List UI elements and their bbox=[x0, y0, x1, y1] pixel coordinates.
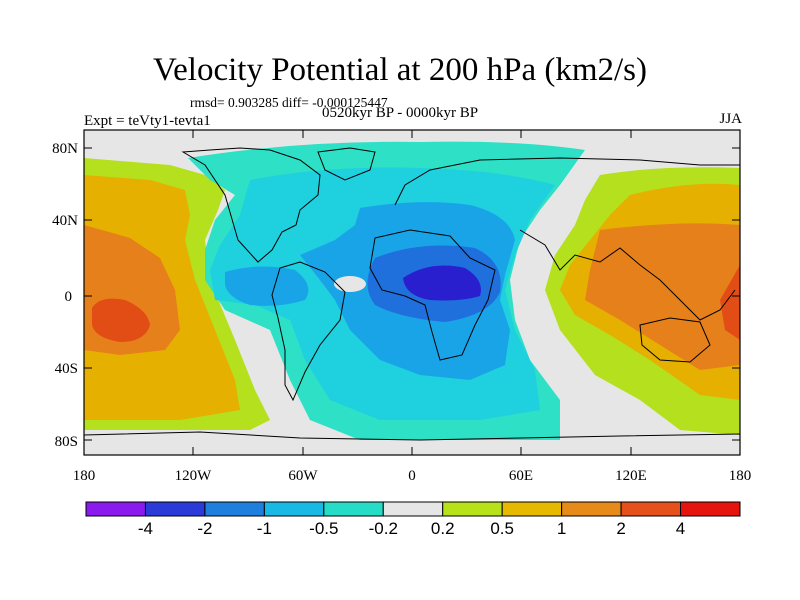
colorbar-label: -0.5 bbox=[309, 519, 339, 538]
coast-eurasia bbox=[394, 157, 740, 321]
colorbar-label: 4 bbox=[675, 519, 686, 538]
colorbar-box bbox=[382, 501, 444, 517]
colorbar-label: 2 bbox=[616, 519, 626, 538]
contour-neg4 bbox=[403, 265, 481, 301]
colorbar-label: -1 bbox=[256, 519, 272, 538]
contour-pos2-east bbox=[720, 265, 740, 340]
colorbar-label: -2 bbox=[197, 519, 213, 538]
lat-label: 40N bbox=[52, 213, 78, 229]
coast-north-america bbox=[181, 147, 321, 263]
field-layer bbox=[84, 130, 740, 455]
lon-label: 180 bbox=[73, 468, 96, 484]
period-label: 0520kyr BP - 0000kyr BP bbox=[322, 105, 479, 121]
colorbar-label: -0.2 bbox=[368, 519, 398, 538]
contour-neg1-atlantic bbox=[225, 266, 309, 306]
colorbar-box bbox=[323, 501, 384, 517]
colorbar-label: -4 bbox=[137, 519, 154, 538]
coast-greenland bbox=[317, 147, 376, 181]
lat-axis: 80N 40N 0 40S 80S bbox=[52, 141, 78, 450]
experiment-label: Expt = teVty1-tevta1 bbox=[84, 113, 211, 129]
colorbar-label: 0.5 bbox=[490, 519, 514, 538]
lon-label: 60W bbox=[288, 468, 318, 484]
lon-label: 120W bbox=[175, 468, 213, 484]
lon-label: 180 bbox=[729, 468, 752, 484]
colorbar-label: 0.2 bbox=[430, 519, 455, 538]
coast-africa bbox=[369, 229, 496, 361]
coast-australia bbox=[639, 317, 711, 363]
colorbar-box bbox=[561, 501, 622, 517]
colorbar-box bbox=[204, 501, 265, 517]
colorbar-box bbox=[620, 501, 682, 517]
lat-label: 80N bbox=[52, 141, 78, 157]
lon-label: 120E bbox=[615, 468, 647, 484]
colorbar-box bbox=[85, 501, 146, 517]
colorbar-box bbox=[501, 501, 563, 517]
colorbar-box bbox=[144, 501, 206, 517]
lat-label: 80S bbox=[55, 434, 78, 450]
coastlines bbox=[84, 147, 740, 441]
colorbar-box bbox=[442, 501, 503, 517]
lat-label: 0 bbox=[65, 289, 73, 305]
lon-label: 0 bbox=[408, 468, 416, 484]
stats-line: rmsd= 0.903285 diff= -0.000125447 bbox=[190, 95, 388, 110]
colorbar-boxes bbox=[85, 501, 741, 517]
coast-south-america bbox=[271, 261, 346, 402]
colorbar-box bbox=[680, 501, 741, 517]
axis-ticks bbox=[83, 130, 741, 455]
contour-zero-island bbox=[334, 276, 366, 292]
lon-label: 60E bbox=[509, 468, 533, 484]
lon-axis: 180 120W 60W 0 60E 120E 180 bbox=[73, 468, 752, 484]
lat-label: 40S bbox=[55, 361, 78, 377]
colorbar-box bbox=[263, 501, 325, 517]
coast-antarctica bbox=[84, 431, 740, 441]
contour-pos2-west bbox=[92, 298, 150, 342]
colorbar-label: 1 bbox=[556, 519, 567, 538]
page-title: Velocity Potential at 200 hPa (km2/s) bbox=[152, 52, 648, 88]
contour-pos1-east bbox=[585, 223, 740, 370]
season-label: JJA bbox=[719, 111, 742, 127]
